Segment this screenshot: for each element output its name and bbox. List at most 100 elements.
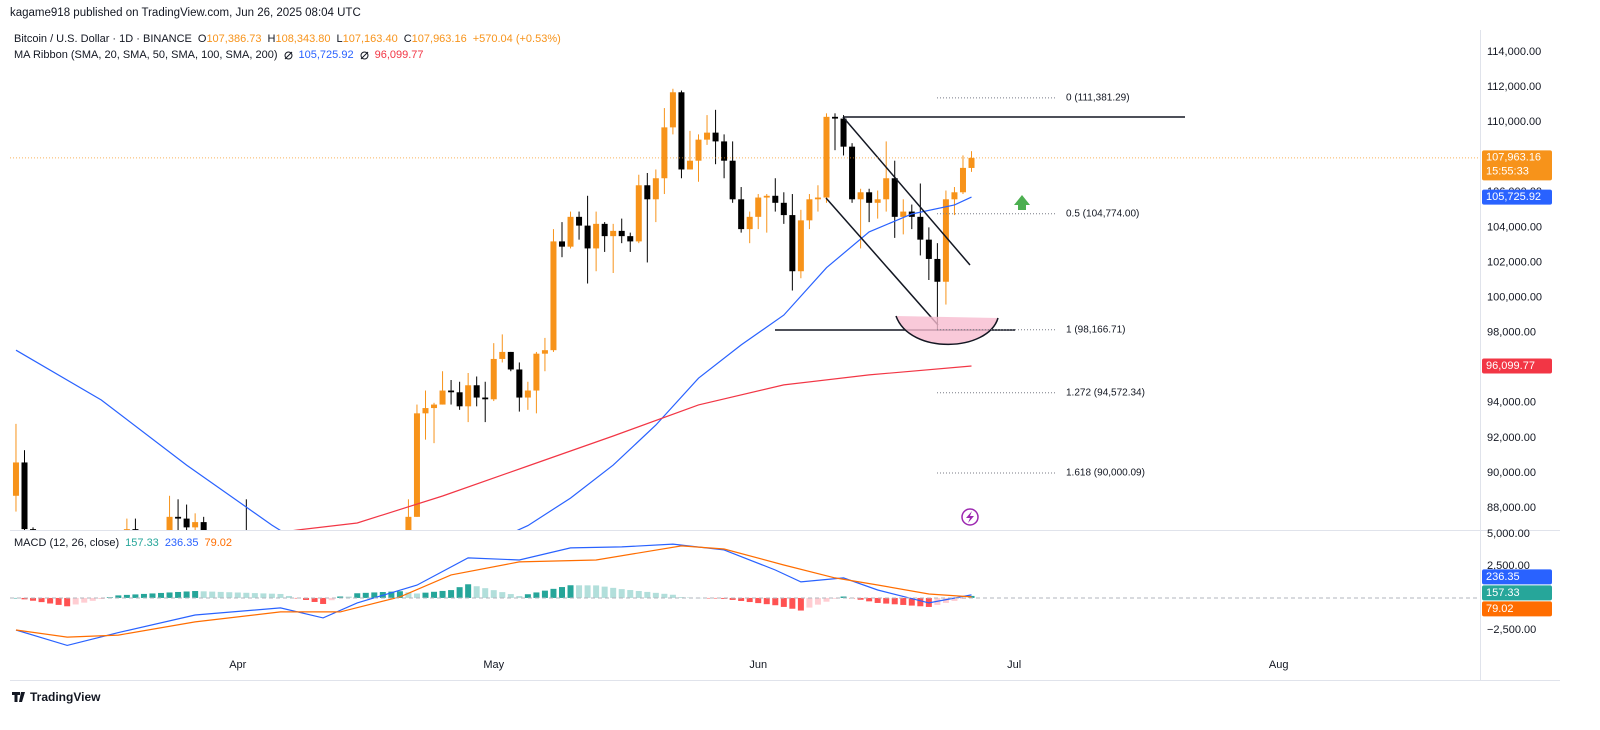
- macd-histogram-bar: [456, 587, 463, 598]
- candle-body: [388, 561, 394, 572]
- macd-histogram-bar: [669, 594, 676, 598]
- ma-legend: MA Ribbon (SMA, 20, SMA, 50, SMA, 100, S…: [14, 49, 424, 61]
- ma-price-label-box: [1482, 358, 1552, 374]
- fib-label: 1.618 (90,000.09): [1066, 468, 1145, 479]
- y-tick-label: 94,000.00: [1487, 397, 1536, 409]
- moving-average: [292, 365, 972, 530]
- x-tick-label: Jul: [1007, 659, 1021, 671]
- ohlc-item: L107,163.40: [337, 33, 398, 45]
- candle-body: [39, 541, 45, 636]
- candle-body: [704, 132, 711, 140]
- macd-histogram-bar: [21, 597, 28, 600]
- candle-body: [73, 584, 79, 631]
- y-tick-label: 98,000.00: [1487, 327, 1536, 339]
- macd-histogram-bar: [192, 591, 199, 598]
- candle-body: [47, 636, 53, 673]
- macd-histogram-bar: [166, 592, 173, 598]
- candle-body: [806, 199, 813, 221]
- candle-body: [30, 529, 37, 530]
- ma-price-label: 96,099.77: [1486, 360, 1535, 372]
- candle-body: [218, 603, 224, 607]
- macd-histogram-bar: [891, 597, 898, 605]
- candle-body: [780, 202, 787, 216]
- candle-body: [729, 160, 736, 200]
- fib-label: 1 (98,166.71): [1066, 324, 1126, 335]
- y-tick-label: 5,000.00: [1487, 528, 1530, 540]
- ohlc-item: H108,343.80: [268, 33, 331, 45]
- macd-histogram-bar: [234, 592, 241, 598]
- macd-value-label-box: [1482, 569, 1552, 585]
- candle-body: [814, 197, 821, 200]
- macd-value: 236.35: [164, 537, 199, 549]
- change: +570.04 (+0.53%): [472, 33, 561, 45]
- price-pane: [12, 88, 975, 714]
- candle-body: [951, 192, 958, 200]
- candle-body: [857, 192, 864, 200]
- candle-body: [772, 195, 779, 203]
- macd-value-label: 157.33: [1486, 587, 1520, 599]
- candle-body: [132, 529, 139, 530]
- macd-histogram-bar: [789, 597, 796, 609]
- candle-body: [584, 225, 591, 249]
- macd-histogram-bar: [823, 597, 830, 602]
- hide-icon[interactable]: [284, 51, 293, 60]
- candle-body: [456, 392, 463, 407]
- candle-body: [849, 146, 856, 200]
- macd-histogram-bar: [132, 594, 139, 598]
- y-tick-label: 88,000.00: [1487, 502, 1536, 514]
- signal-value: 79.02: [204, 537, 232, 549]
- candle-body: [21, 462, 28, 530]
- macd-histogram-bar: [814, 597, 821, 605]
- macd-histogram-bar: [371, 592, 378, 598]
- macd-histogram-bar: [38, 597, 45, 603]
- candle-body: [721, 141, 728, 161]
- macd-histogram-bar: [763, 597, 770, 605]
- macd-histogram-bar: [507, 594, 514, 598]
- candle-body: [397, 559, 403, 561]
- candle-body: [465, 385, 472, 407]
- ohlc-value: 107,386.73: [206, 33, 262, 45]
- fib-label: 0 (111,381.29): [1066, 93, 1130, 104]
- candle-body: [866, 192, 873, 203]
- candle-body: [90, 573, 96, 580]
- candle-body: [192, 522, 199, 528]
- hide-icon[interactable]: [360, 51, 369, 60]
- macd-histogram-bar: [277, 593, 284, 598]
- candle-body: [516, 369, 523, 398]
- macd-histogram-bar: [652, 592, 659, 598]
- macd-histogram-bar: [490, 590, 497, 598]
- candle-body: [269, 582, 275, 587]
- y-tick-label: 90,000.00: [1487, 467, 1536, 479]
- ma-price-label-box: [1482, 189, 1552, 205]
- symbol-legend: Bitcoin / U.S. Dollar · 1D · BINANCE O10…: [14, 33, 561, 45]
- macd-histogram-bar: [951, 597, 958, 601]
- macd-histogram-bar: [354, 593, 361, 598]
- y-tick-label: 114,000.00: [1487, 46, 1541, 58]
- ohlc-item: O107,386.73: [198, 33, 262, 45]
- candle-body: [303, 603, 309, 714]
- candle-body: [200, 522, 207, 530]
- alert-icon[interactable]: [961, 508, 979, 526]
- macd-pane: [12, 543, 975, 647]
- ohlc-item: C107,963.16: [404, 33, 467, 45]
- macd-histogram-bar: [482, 588, 489, 598]
- candle-body: [925, 239, 932, 259]
- brand-logo: [12, 692, 25, 702]
- macd-histogram-bar: [797, 597, 804, 611]
- candle-body: [329, 555, 335, 588]
- candle-body: [840, 118, 847, 147]
- macd-histogram-bar: [533, 592, 540, 598]
- macd-histogram-bar: [746, 597, 753, 603]
- y-tick-label: 2,500.00: [1487, 560, 1530, 572]
- candle-body: [610, 230, 617, 237]
- macd-histogram-bar: [712, 597, 719, 599]
- macd-histogram-bar: [593, 585, 600, 598]
- candle-body: [823, 116, 830, 198]
- candle-body: [371, 562, 377, 578]
- macd-name: MACD (12, 26, close): [14, 537, 120, 549]
- candle-body: [499, 351, 506, 359]
- macd-histogram-bar: [942, 597, 949, 603]
- macd-histogram-bar: [81, 597, 88, 603]
- y-tick-label: 112,000.00: [1487, 81, 1541, 93]
